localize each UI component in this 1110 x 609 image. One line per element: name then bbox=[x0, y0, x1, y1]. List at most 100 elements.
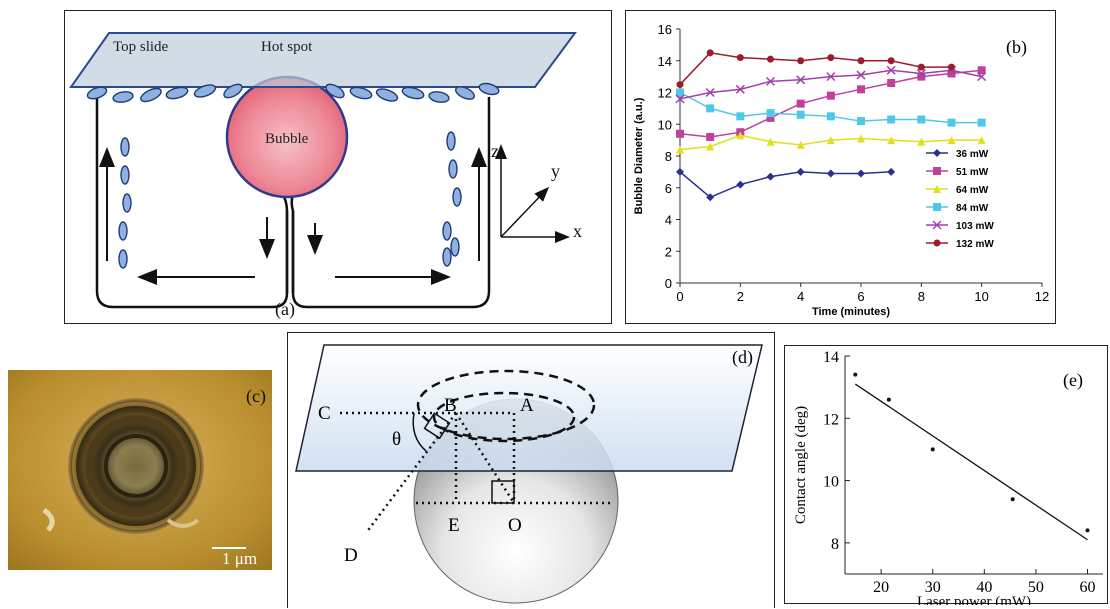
y-axis-title: Bubble Diameter (a.u.) bbox=[633, 97, 645, 214]
data-point bbox=[796, 99, 805, 108]
panel-e: (e) 8 10 12 14 20 30 40 50 60 Laser power (mW) Con… bbox=[784, 345, 1108, 605]
series-line bbox=[679, 52, 952, 86]
data-point bbox=[706, 142, 715, 151]
data-point bbox=[917, 115, 926, 124]
x-tick-label: 50 bbox=[1028, 579, 1044, 596]
data-point bbox=[676, 88, 684, 97]
data-point bbox=[933, 149, 941, 157]
point-e: E bbox=[448, 515, 460, 536]
y-tick-label: 14 bbox=[823, 349, 839, 366]
x-tick-label: 60 bbox=[1080, 579, 1096, 596]
data-point bbox=[857, 85, 865, 94]
data-point bbox=[947, 69, 956, 78]
legend-label: 132 mW bbox=[956, 239, 994, 250]
y-axis-title: Contact angle (deg) bbox=[793, 406, 809, 524]
flow-arrows bbox=[99, 147, 487, 285]
data-point bbox=[887, 136, 896, 145]
y-tick-label: 8 bbox=[831, 536, 839, 553]
x-axis-title: Time (minutes) bbox=[812, 306, 890, 318]
contact-angle-diagram: C B A θ D E O (d) bbox=[295, 344, 763, 604]
data-point bbox=[796, 167, 805, 176]
data-point bbox=[796, 140, 805, 149]
data-point bbox=[977, 66, 986, 75]
data-point bbox=[675, 94, 685, 104]
data-point bbox=[766, 113, 775, 122]
y-tick-label: 0 bbox=[665, 276, 672, 291]
x-tick-label: 30 bbox=[925, 579, 941, 596]
axes-icon bbox=[495, 144, 570, 243]
theta-label: θ bbox=[392, 429, 401, 450]
data-point bbox=[886, 397, 891, 402]
data-point bbox=[917, 63, 925, 71]
data-point bbox=[676, 81, 684, 89]
legend-label: 51 mW bbox=[956, 167, 989, 178]
y-tick-label: 12 bbox=[658, 86, 672, 101]
data-point bbox=[947, 118, 956, 127]
bubble-diameter-chart: (b) 0 2 4 6 8 10 12 14 16 0 2 4 6 8 10 12 Time (minutes)… bbox=[633, 22, 1049, 318]
y-tick-label: 12 bbox=[823, 411, 839, 428]
micrograph: 1 μm (c) bbox=[8, 370, 272, 570]
data-point bbox=[706, 132, 715, 141]
y-tick-label: 2 bbox=[665, 244, 672, 259]
x-tick-label: 12 bbox=[1035, 289, 1049, 304]
data-point bbox=[735, 84, 745, 94]
data-point bbox=[948, 63, 955, 71]
contact-angle-chart: (e) 8 10 12 14 20 30 40 50 60 Laser power (mW) Con… bbox=[793, 349, 1103, 605]
x-axis-title: Laser power (mW) bbox=[917, 594, 1031, 605]
data-point bbox=[706, 193, 715, 202]
data-point bbox=[947, 136, 956, 145]
panel-d: C B A θ D E O (d) bbox=[287, 332, 775, 608]
data-point bbox=[887, 115, 896, 124]
series-line bbox=[679, 69, 982, 138]
x-tick-label: 0 bbox=[676, 289, 683, 304]
y-tick-label: 8 bbox=[665, 149, 672, 164]
data-point bbox=[676, 145, 684, 154]
x-tick-label: 10 bbox=[974, 289, 988, 304]
data-point bbox=[930, 447, 935, 452]
data-point bbox=[736, 54, 744, 62]
scale-label: 1 μm bbox=[222, 549, 257, 568]
panel-d-label: (d) bbox=[732, 347, 753, 368]
data-point bbox=[857, 57, 865, 65]
data-point bbox=[797, 57, 805, 65]
legend-label: 36 mW bbox=[956, 149, 989, 160]
data-point bbox=[977, 118, 986, 127]
top-slide bbox=[69, 32, 577, 88]
y-tick-label: 4 bbox=[665, 213, 672, 228]
data-point bbox=[796, 75, 806, 85]
data-point bbox=[705, 87, 715, 98]
data-point bbox=[932, 220, 942, 230]
point-b: B bbox=[444, 395, 457, 416]
data-point bbox=[766, 172, 775, 181]
panel-a: Top slide Hot spot Bubble z y x (a) bbox=[64, 10, 612, 324]
point-o: O bbox=[508, 515, 522, 536]
panel-b-label: (b) bbox=[1006, 37, 1027, 58]
data-point bbox=[676, 129, 684, 138]
point-a: A bbox=[520, 395, 534, 416]
data-point bbox=[977, 136, 986, 145]
x-tick-label: 20 bbox=[873, 579, 889, 596]
x-tick-label: 6 bbox=[857, 289, 864, 304]
data-point bbox=[853, 372, 858, 377]
data-point bbox=[916, 68, 926, 78]
data-point bbox=[917, 72, 926, 81]
series-line bbox=[679, 171, 892, 199]
data-point bbox=[856, 70, 866, 80]
data-point bbox=[933, 203, 941, 211]
x-tick-label: 8 bbox=[918, 289, 925, 304]
data-point bbox=[933, 167, 941, 175]
data-point bbox=[706, 49, 714, 57]
data-point bbox=[826, 91, 835, 100]
bubble-label: Bubble bbox=[265, 131, 309, 147]
axis-z-label: z bbox=[491, 141, 499, 161]
data-point bbox=[886, 65, 896, 75]
data-point bbox=[977, 72, 987, 82]
data-point bbox=[736, 131, 745, 140]
hot-spot-label: Hot spot bbox=[261, 39, 313, 55]
data-point bbox=[736, 112, 745, 121]
axis-y-label: y bbox=[551, 161, 560, 181]
data-point bbox=[933, 185, 941, 193]
panel-c: 1 μm (c) bbox=[8, 370, 272, 570]
y-tick-label: 10 bbox=[658, 117, 672, 132]
data-point bbox=[765, 76, 776, 86]
